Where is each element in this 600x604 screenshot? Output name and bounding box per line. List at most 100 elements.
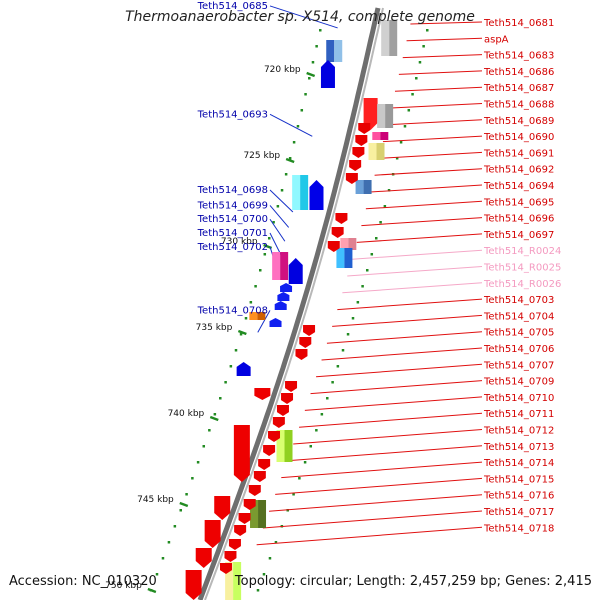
right-leader-line [321,347,483,361]
right-gene-label: Teth514_0706 [483,344,554,355]
outer-ruler-tick [298,477,301,480]
outer-ruler-tick [309,445,313,448]
left-gene-label: Teth514_0698 [197,185,268,196]
right-leader-line [337,298,483,311]
forward-arrow [274,301,287,310]
outer-ruler-tick [346,333,350,336]
gene-block [300,175,309,210]
kbp-label: 730 kbp [221,237,258,247]
outer-ruler-tick [303,461,307,464]
inner-ruler-tick [249,301,253,304]
inner-ruler-tick [308,77,311,80]
right-leader-line [332,314,483,327]
gene-block [276,430,285,462]
right-leader-line [310,380,483,395]
page-title: Thermoanaerobacter sp. X514, complete ge… [125,9,475,25]
right-leader-line [378,151,483,159]
gene-block [284,430,293,462]
gene-block [376,143,385,160]
outer-ruler-tick [331,381,334,384]
right-leader-line [410,21,483,25]
kbp-major-tick [306,71,316,78]
rna-gene-label: Teth514_R0025 [483,263,561,274]
reverse-arrow [335,213,348,224]
left-leader-line [269,189,294,213]
left-gene-label: Teth514_0693 [197,109,268,120]
gene-block [326,40,335,62]
reverse-arrow [228,539,241,550]
outer-ruler-tick [326,397,329,400]
gene-block [355,180,364,194]
outer-ruler-tick [399,141,403,144]
inner-ruler-tick [224,381,227,384]
outer-ruler-tick [415,77,418,80]
right-gene-label: Teth514_0703 [483,295,554,306]
right-leader-line [269,494,483,512]
outer-ruler-tick [336,365,340,368]
outer-ruler-tick [418,61,422,64]
inner-ruler-tick [315,45,318,48]
right-leader-line [356,233,483,243]
kbp-major-tick [285,157,295,164]
right-leader-line [406,37,483,42]
inner-ruler-tick [272,221,275,224]
reverse-arrow [253,471,266,482]
right-leader-line [382,135,483,143]
reverse-arrow [219,563,232,574]
left-gene-label: Teth514_0700 [197,214,268,225]
left-gene-label: Teth514_0699 [197,200,268,211]
inner-ruler-tick [276,205,280,208]
left-leader-line [269,5,338,29]
outer-ruler-tick [379,221,382,224]
forward-arrow [269,318,282,327]
right-leader-line [361,217,483,227]
inner-ruler-tick [244,317,248,320]
reverse-arrow [224,551,237,562]
outer-ruler-tick [422,45,425,48]
right-leader-line [262,510,483,529]
inner-ruler-tick [213,413,217,416]
reverse-arrow [248,485,261,496]
inner-ruler-tick [254,285,257,288]
gene-block [272,252,281,280]
gene-block [389,20,398,56]
reverse-arrow [295,349,308,360]
right-gene-label: Teth514_0716 [483,491,554,502]
inner-ruler-tick [292,141,296,144]
right-gene-label: Teth514_0712 [483,426,554,437]
gene-block [380,132,389,140]
kbp-label: 745 kbp [137,495,174,505]
outer-ruler-tick [351,317,355,320]
kbp-label: 735 kbp [196,323,233,333]
right-gene-label: Teth514_0688 [483,100,554,111]
right-gene-label: Teth514_0711 [483,409,554,420]
right-leader-line [281,461,483,479]
left-leader-line [269,113,313,137]
right-gene-label: Teth514_0710 [483,393,554,404]
reverse-arrow [358,123,371,134]
outer-ruler-tick [256,589,260,592]
reverse-arrow [349,160,362,171]
outer-ruler-tick [315,429,318,432]
outer-ruler-tick [374,237,378,240]
gene-arrow [320,60,335,88]
outer-ruler-tick [407,109,411,112]
outer-ruler-tick [341,349,345,352]
outer-ruler-tick [274,541,278,544]
inner-ruler-tick [161,557,165,560]
left-leader-line [257,310,271,333]
topology-text: Topology: circular; Length: 2,457,259 bp… [234,574,592,589]
outer-ruler-tick [383,205,387,208]
right-gene-label: aspA [484,34,509,45]
gene-block [280,252,289,280]
right-leader-line [365,200,483,210]
outer-ruler-tick [365,269,369,272]
backbone-outer [204,7,384,601]
right-leader-line [374,168,483,176]
right-leader-line [402,54,483,59]
right-gene-label: Teth514_0683 [483,51,554,62]
right-gene-label: Teth514_0694 [483,181,554,192]
inner-ruler-tick [311,61,315,64]
left-leader-line [269,232,282,256]
gene-block [249,312,258,320]
